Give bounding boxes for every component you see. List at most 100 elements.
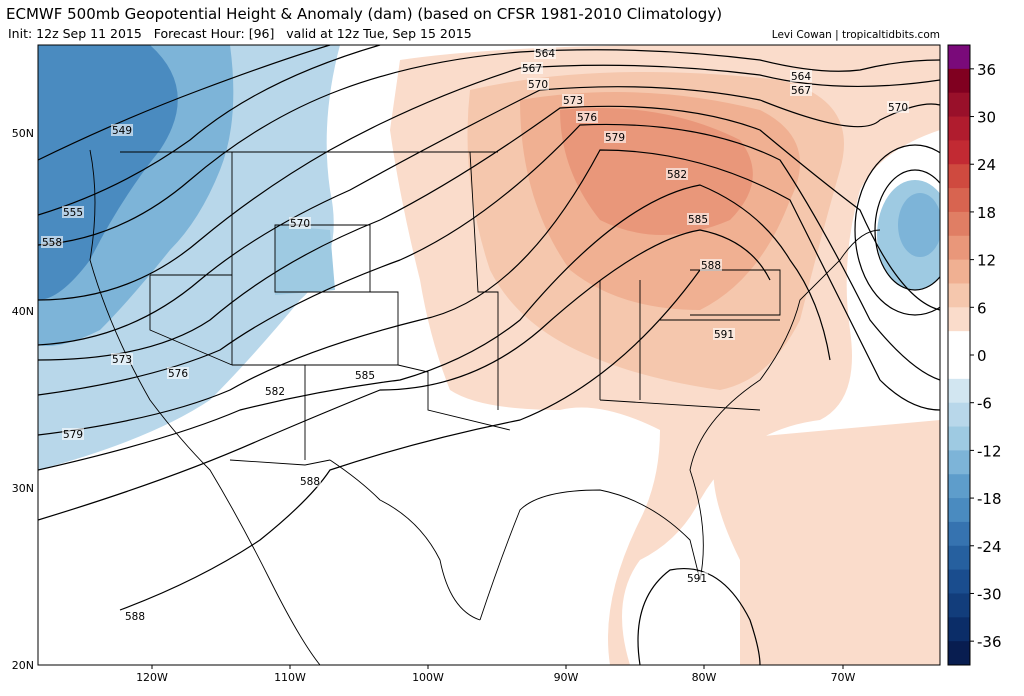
contour-label: 579 bbox=[605, 132, 625, 144]
contour-label: 558 bbox=[42, 237, 62, 249]
negative-anomaly bbox=[275, 225, 335, 295]
contour-label-bg bbox=[562, 94, 584, 106]
height-contour bbox=[38, 49, 940, 246]
contour-label-bg bbox=[604, 131, 626, 143]
colorbar-band bbox=[948, 545, 970, 571]
contour-label-bg bbox=[124, 610, 146, 622]
colorbar-band bbox=[948, 641, 970, 666]
contour-label-bg bbox=[790, 70, 812, 82]
contour-label: 555 bbox=[63, 207, 83, 219]
coastline bbox=[89, 149, 881, 665]
height-contour bbox=[38, 64, 940, 301]
contour-label: 564 bbox=[791, 71, 811, 83]
map-frame bbox=[37, 44, 941, 666]
lat-label: 20N bbox=[12, 659, 34, 672]
colorbar-band bbox=[948, 283, 970, 308]
contour-label-bg bbox=[534, 47, 556, 59]
height-contour bbox=[854, 144, 940, 316]
contour-label: 573 bbox=[563, 95, 583, 107]
colorbar-tick-label: 24 bbox=[977, 156, 996, 174]
lon-label: 100W bbox=[412, 671, 444, 684]
colorbar-band bbox=[948, 355, 970, 380]
colorbar-tick-label: -30 bbox=[977, 585, 1002, 603]
colorbar-tick-label: -12 bbox=[977, 442, 1002, 460]
contour-label-bg bbox=[527, 78, 549, 90]
lon-label: 110W bbox=[274, 671, 306, 684]
map bbox=[38, 45, 940, 665]
contour-label-bg bbox=[521, 62, 543, 74]
colorbar-band bbox=[948, 450, 970, 475]
contour-label-bg bbox=[576, 111, 598, 123]
colorbar-band bbox=[948, 211, 970, 237]
contour-label-bg bbox=[687, 213, 709, 225]
colorbar-band bbox=[948, 45, 970, 70]
lon-label: 90W bbox=[554, 671, 579, 684]
colorbar-tick-label: 36 bbox=[977, 61, 996, 79]
colorbar-tick-label: 0 bbox=[977, 347, 987, 365]
contour-label-bg bbox=[62, 428, 84, 440]
colorbar-tick-label: -24 bbox=[977, 538, 1002, 556]
colorbar-tick-label: 12 bbox=[977, 252, 996, 270]
colorbar-band bbox=[948, 140, 970, 165]
contour-label-bg bbox=[299, 475, 321, 487]
contour-label: 564 bbox=[535, 48, 555, 60]
lat-label: 50N bbox=[12, 127, 34, 140]
contour-label-bg bbox=[264, 385, 286, 397]
contour-label: 591 bbox=[714, 329, 734, 341]
colorbar-band bbox=[948, 68, 970, 94]
contour-label-bg bbox=[41, 236, 63, 248]
contour-label: 567 bbox=[522, 63, 542, 75]
contour-label: 576 bbox=[577, 112, 597, 124]
colorbar-band bbox=[948, 92, 970, 118]
contour-label: 573 bbox=[112, 354, 132, 366]
contour-label: 585 bbox=[688, 214, 708, 226]
negative-anomaly bbox=[38, 45, 178, 300]
colorbar-tick-label: -18 bbox=[977, 490, 1002, 508]
colorbar-tick-label: -36 bbox=[977, 633, 1002, 651]
contour-label-bg bbox=[790, 84, 812, 96]
contour-label-bg bbox=[686, 572, 708, 584]
colorbar-band bbox=[948, 235, 970, 261]
height-contour bbox=[38, 184, 831, 471]
lon-label: 70W bbox=[831, 671, 856, 684]
contour-label: 582 bbox=[265, 386, 285, 398]
contour-label: 585 bbox=[355, 370, 375, 382]
colorbar-band bbox=[948, 521, 970, 547]
contour-label-bg bbox=[887, 101, 909, 113]
height-contour bbox=[38, 45, 331, 161]
colorbar-band bbox=[948, 426, 970, 451]
contour-label-bg bbox=[289, 217, 311, 229]
colorbar-band bbox=[948, 164, 970, 189]
colorbar-band bbox=[948, 474, 970, 499]
contour-label-bg bbox=[111, 124, 133, 136]
colorbar-band bbox=[948, 307, 970, 332]
contour-label-bg bbox=[62, 206, 84, 218]
colorbar-band bbox=[948, 498, 970, 523]
colorbar-band bbox=[948, 402, 970, 428]
colorbar-tick-label: 6 bbox=[977, 299, 987, 317]
contour-label: 588 bbox=[125, 611, 145, 623]
lon-label: 120W bbox=[136, 671, 168, 684]
colorbar-tick-label: -6 bbox=[977, 395, 992, 413]
contour-label: 588 bbox=[701, 260, 721, 272]
colorbar-band bbox=[948, 378, 970, 404]
colorbar-band bbox=[948, 259, 970, 284]
colorbar-band bbox=[948, 569, 970, 594]
contour-label-bg bbox=[354, 369, 376, 381]
colorbar-band bbox=[948, 617, 970, 642]
subtitle: Init: 12z Sep 11 2015 Forecast Hour: [96… bbox=[8, 26, 472, 41]
contour-label: 591 bbox=[687, 573, 707, 585]
lat-label: 30N bbox=[12, 482, 34, 495]
height-contour bbox=[38, 105, 940, 361]
height-contour bbox=[637, 568, 761, 665]
contour-label: 567 bbox=[791, 85, 811, 97]
colorbar-band bbox=[948, 116, 970, 141]
height-contour bbox=[38, 123, 940, 396]
contour-label: 576 bbox=[168, 368, 188, 380]
height-contour bbox=[119, 269, 701, 611]
height-contour bbox=[874, 169, 940, 291]
colorbar-band bbox=[948, 593, 970, 618]
contour-label: 588 bbox=[300, 476, 320, 488]
height-contour bbox=[38, 45, 381, 216]
contour-label-bg bbox=[111, 353, 133, 365]
